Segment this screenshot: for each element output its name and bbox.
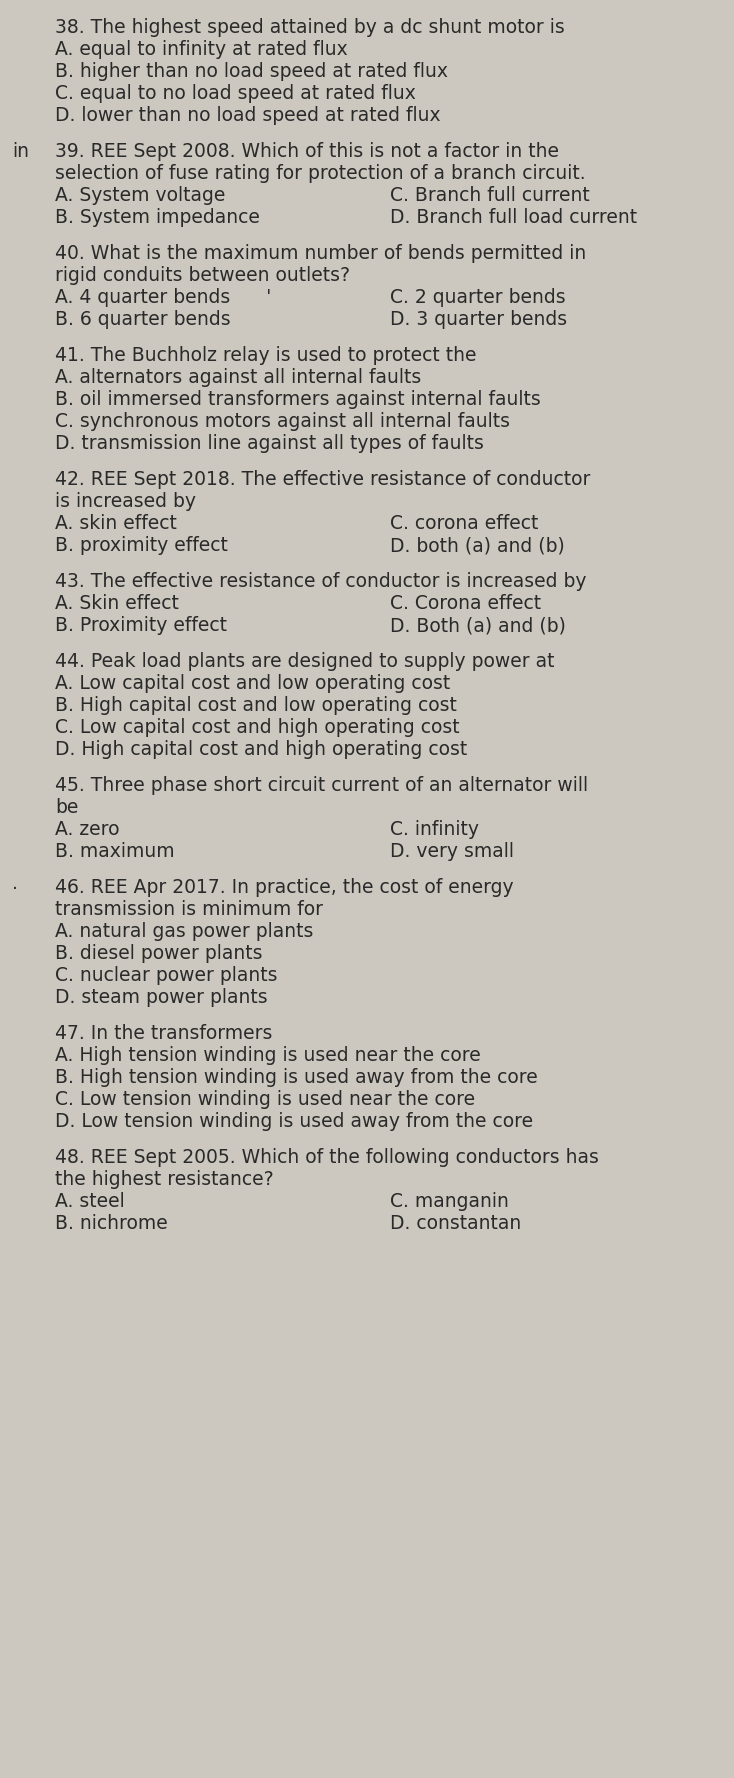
Text: D. steam power plants: D. steam power plants [55, 989, 268, 1006]
Text: B. Proximity effect: B. Proximity effect [55, 615, 227, 635]
Text: 44. Peak load plants are designed to supply power at: 44. Peak load plants are designed to sup… [55, 653, 554, 670]
Text: C. Branch full current: C. Branch full current [390, 187, 589, 204]
Text: B. High capital cost and low operating cost: B. High capital cost and low operating c… [55, 695, 457, 715]
Text: B. diesel power plants: B. diesel power plants [55, 944, 263, 964]
Text: A. skin effect: A. skin effect [55, 514, 177, 533]
Text: C. manganin: C. manganin [390, 1191, 509, 1211]
Text: B. maximum: B. maximum [55, 843, 175, 861]
Text: A. natural gas power plants: A. natural gas power plants [55, 923, 313, 941]
Text: 46. REE Apr 2017. In practice, the cost of energy: 46. REE Apr 2017. In practice, the cost … [55, 878, 514, 896]
Text: 42. REE Sept 2018. The effective resistance of conductor: 42. REE Sept 2018. The effective resista… [55, 469, 590, 489]
Text: C. infinity: C. infinity [390, 820, 479, 839]
Text: is increased by: is increased by [55, 493, 196, 510]
Text: D. both (a) and (b): D. both (a) and (b) [390, 535, 564, 555]
Text: C. Low tension winding is used near the core: C. Low tension winding is used near the … [55, 1090, 475, 1109]
Text: A. zero: A. zero [55, 820, 120, 839]
Text: transmission is minimum for: transmission is minimum for [55, 900, 323, 919]
Text: 38. The highest speed attained by a dc shunt motor is: 38. The highest speed attained by a dc s… [55, 18, 564, 37]
Text: A. System voltage: A. System voltage [55, 187, 225, 204]
Text: the highest resistance?: the highest resistance? [55, 1170, 274, 1189]
Text: C. equal to no load speed at rated flux: C. equal to no load speed at rated flux [55, 84, 416, 103]
Text: C. synchronous motors against all internal faults: C. synchronous motors against all intern… [55, 412, 510, 430]
Text: 48. REE Sept 2005. Which of the following conductors has: 48. REE Sept 2005. Which of the followin… [55, 1149, 599, 1166]
Text: A. Skin effect: A. Skin effect [55, 594, 179, 613]
Text: B. higher than no load speed at rated flux: B. higher than no load speed at rated fl… [55, 62, 448, 82]
Text: D. Branch full load current: D. Branch full load current [390, 208, 637, 228]
Text: 45. Three phase short circuit current of an alternator will: 45. Three phase short circuit current of… [55, 775, 588, 795]
Text: in: in [12, 142, 29, 162]
Text: rigid conduits between outlets?: rigid conduits between outlets? [55, 267, 350, 284]
Text: A. steel: A. steel [55, 1191, 125, 1211]
Text: B. System impedance: B. System impedance [55, 208, 260, 228]
Text: D. Low tension winding is used away from the core: D. Low tension winding is used away from… [55, 1111, 533, 1131]
Text: A. equal to infinity at rated flux: A. equal to infinity at rated flux [55, 39, 348, 59]
Text: A. Low capital cost and low operating cost: A. Low capital cost and low operating co… [55, 674, 450, 693]
Text: D. 3 quarter bends: D. 3 quarter bends [390, 309, 567, 329]
Text: A. High tension winding is used near the core: A. High tension winding is used near the… [55, 1045, 481, 1065]
Text: A. 4 quarter bends      ': A. 4 quarter bends ' [55, 288, 272, 308]
Text: D. transmission line against all types of faults: D. transmission line against all types o… [55, 434, 484, 453]
Text: 40. What is the maximum number of bends permitted in: 40. What is the maximum number of bends … [55, 244, 586, 263]
Text: C. nuclear power plants: C. nuclear power plants [55, 965, 277, 985]
Text: selection of fuse rating for protection of a branch circuit.: selection of fuse rating for protection … [55, 164, 586, 183]
Text: C. 2 quarter bends: C. 2 quarter bends [390, 288, 566, 308]
Text: 47. In the transformers: 47. In the transformers [55, 1024, 272, 1044]
Text: C. Low capital cost and high operating cost: C. Low capital cost and high operating c… [55, 718, 459, 738]
Text: B. 6 quarter bends: B. 6 quarter bends [55, 309, 230, 329]
Text: B. High tension winding is used away from the core: B. High tension winding is used away fro… [55, 1069, 538, 1086]
Text: D. constantan: D. constantan [390, 1214, 521, 1232]
Text: ·: · [12, 880, 18, 900]
Text: be: be [55, 798, 79, 818]
Text: C. corona effect: C. corona effect [390, 514, 538, 533]
Text: B. oil immersed transformers against internal faults: B. oil immersed transformers against int… [55, 389, 541, 409]
Text: 39. REE Sept 2008. Which of this is not a factor in the: 39. REE Sept 2008. Which of this is not … [55, 142, 559, 162]
Text: 43. The effective resistance of conductor is increased by: 43. The effective resistance of conducto… [55, 573, 586, 590]
Text: B. proximity effect: B. proximity effect [55, 535, 228, 555]
Text: D. very small: D. very small [390, 843, 514, 861]
Text: B. nichrome: B. nichrome [55, 1214, 168, 1232]
Text: A. alternators against all internal faults: A. alternators against all internal faul… [55, 368, 421, 388]
Text: D. lower than no load speed at rated flux: D. lower than no load speed at rated flu… [55, 107, 440, 124]
Text: 41. The Buchholz relay is used to protect the: 41. The Buchholz relay is used to protec… [55, 347, 476, 364]
Text: D. High capital cost and high operating cost: D. High capital cost and high operating … [55, 740, 468, 759]
Text: D. Both (a) and (b): D. Both (a) and (b) [390, 615, 566, 635]
Text: C. Corona effect: C. Corona effect [390, 594, 541, 613]
